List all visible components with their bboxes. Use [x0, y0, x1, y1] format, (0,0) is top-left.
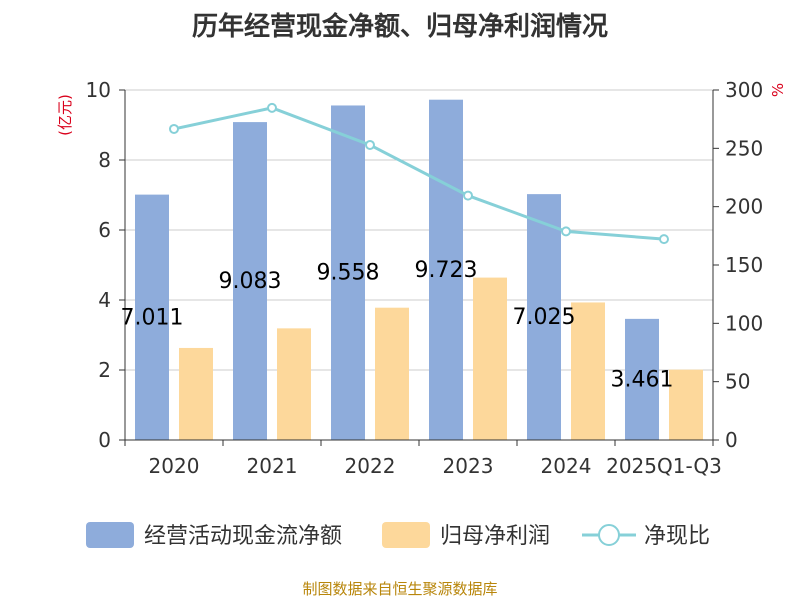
bar-cash-flow — [527, 194, 561, 440]
ratio-point — [561, 226, 571, 237]
bar-value-label: 9.723 — [415, 258, 478, 283]
legend-label-net-profit: 归母净利润 — [440, 524, 550, 549]
legend-label-cash-flow: 经营活动现金流净额 — [144, 524, 342, 549]
legend: 经营活动现金流净额 归母净利润 净现比 — [86, 522, 710, 549]
ratio-point — [365, 139, 375, 150]
x-tick-label: 2024 — [541, 454, 592, 478]
ratio-line-path — [173, 106, 665, 241]
ratio-point — [169, 123, 179, 134]
bar-cash-flow — [331, 105, 365, 440]
bars — [135, 99, 703, 440]
y-left-tick-label: 8 — [98, 148, 111, 172]
legend-swatch-net-profit — [382, 522, 430, 548]
x-tick-label: 2023 — [443, 454, 494, 478]
y-right-tick-label: 50 — [725, 370, 750, 394]
bar-value-label: 9.083 — [219, 269, 282, 294]
bar-cash-flow — [135, 194, 169, 440]
x-tick-label: 2021 — [247, 454, 298, 478]
bar-cash-flow — [625, 318, 659, 440]
y-left-tick-label: 0 — [98, 428, 111, 452]
ratio-point — [463, 190, 473, 201]
y-left-tick-label: 2 — [98, 358, 111, 382]
y-right-tick-label: 100 — [725, 311, 763, 335]
chart-title: 历年经营现金净额、归母净利润情况 — [191, 12, 608, 42]
bar-cash-flow — [233, 122, 267, 440]
legend-swatch-ratio-marker — [598, 524, 620, 546]
bar-net-profit — [571, 302, 605, 440]
y-right-axis-title: % — [769, 83, 787, 97]
y-right-tick-label: 0 — [725, 428, 738, 452]
bar-cash-flow — [429, 99, 463, 440]
bar-value-label: 3.461 — [611, 367, 674, 392]
y-left-axis-title: (亿元) — [56, 94, 74, 136]
y-left-tick-label: 4 — [98, 288, 111, 312]
x-tick-label: 2025Q1-Q3 — [606, 454, 722, 478]
bar-value-label: 7.011 — [121, 305, 184, 330]
y-right-tick-label: 150 — [725, 253, 763, 277]
bar-net-profit — [473, 277, 507, 440]
legend-swatch-cash-flow — [86, 522, 134, 548]
y-right-tick-label: 300 — [725, 78, 763, 102]
y-left-tick-label: 6 — [98, 218, 111, 242]
x-tick-label: 2020 — [149, 454, 200, 478]
bar-net-profit — [179, 347, 213, 440]
y-right-tick-label: 200 — [725, 195, 763, 219]
bar-net-profit — [277, 328, 311, 440]
data-labels: 7.011 9.083 9.558 9.723 7.025 3.461 — [121, 258, 674, 393]
x-tick-label: 2022 — [345, 454, 396, 478]
ratio-point — [659, 234, 669, 245]
bar-net-profit — [375, 307, 409, 440]
bar-value-label: 9.558 — [317, 261, 380, 286]
source-note: 制图数据来自恒生聚源数据库 — [302, 580, 498, 598]
y-right-tick-label: 250 — [725, 136, 763, 160]
ratio-line — [169, 102, 669, 245]
ratio-point — [267, 102, 277, 113]
y-left-tick-label: 10 — [86, 78, 111, 102]
bar-net-profit — [669, 369, 703, 440]
bar-value-label: 7.025 — [513, 305, 576, 330]
legend-label-ratio: 净现比 — [644, 524, 710, 549]
